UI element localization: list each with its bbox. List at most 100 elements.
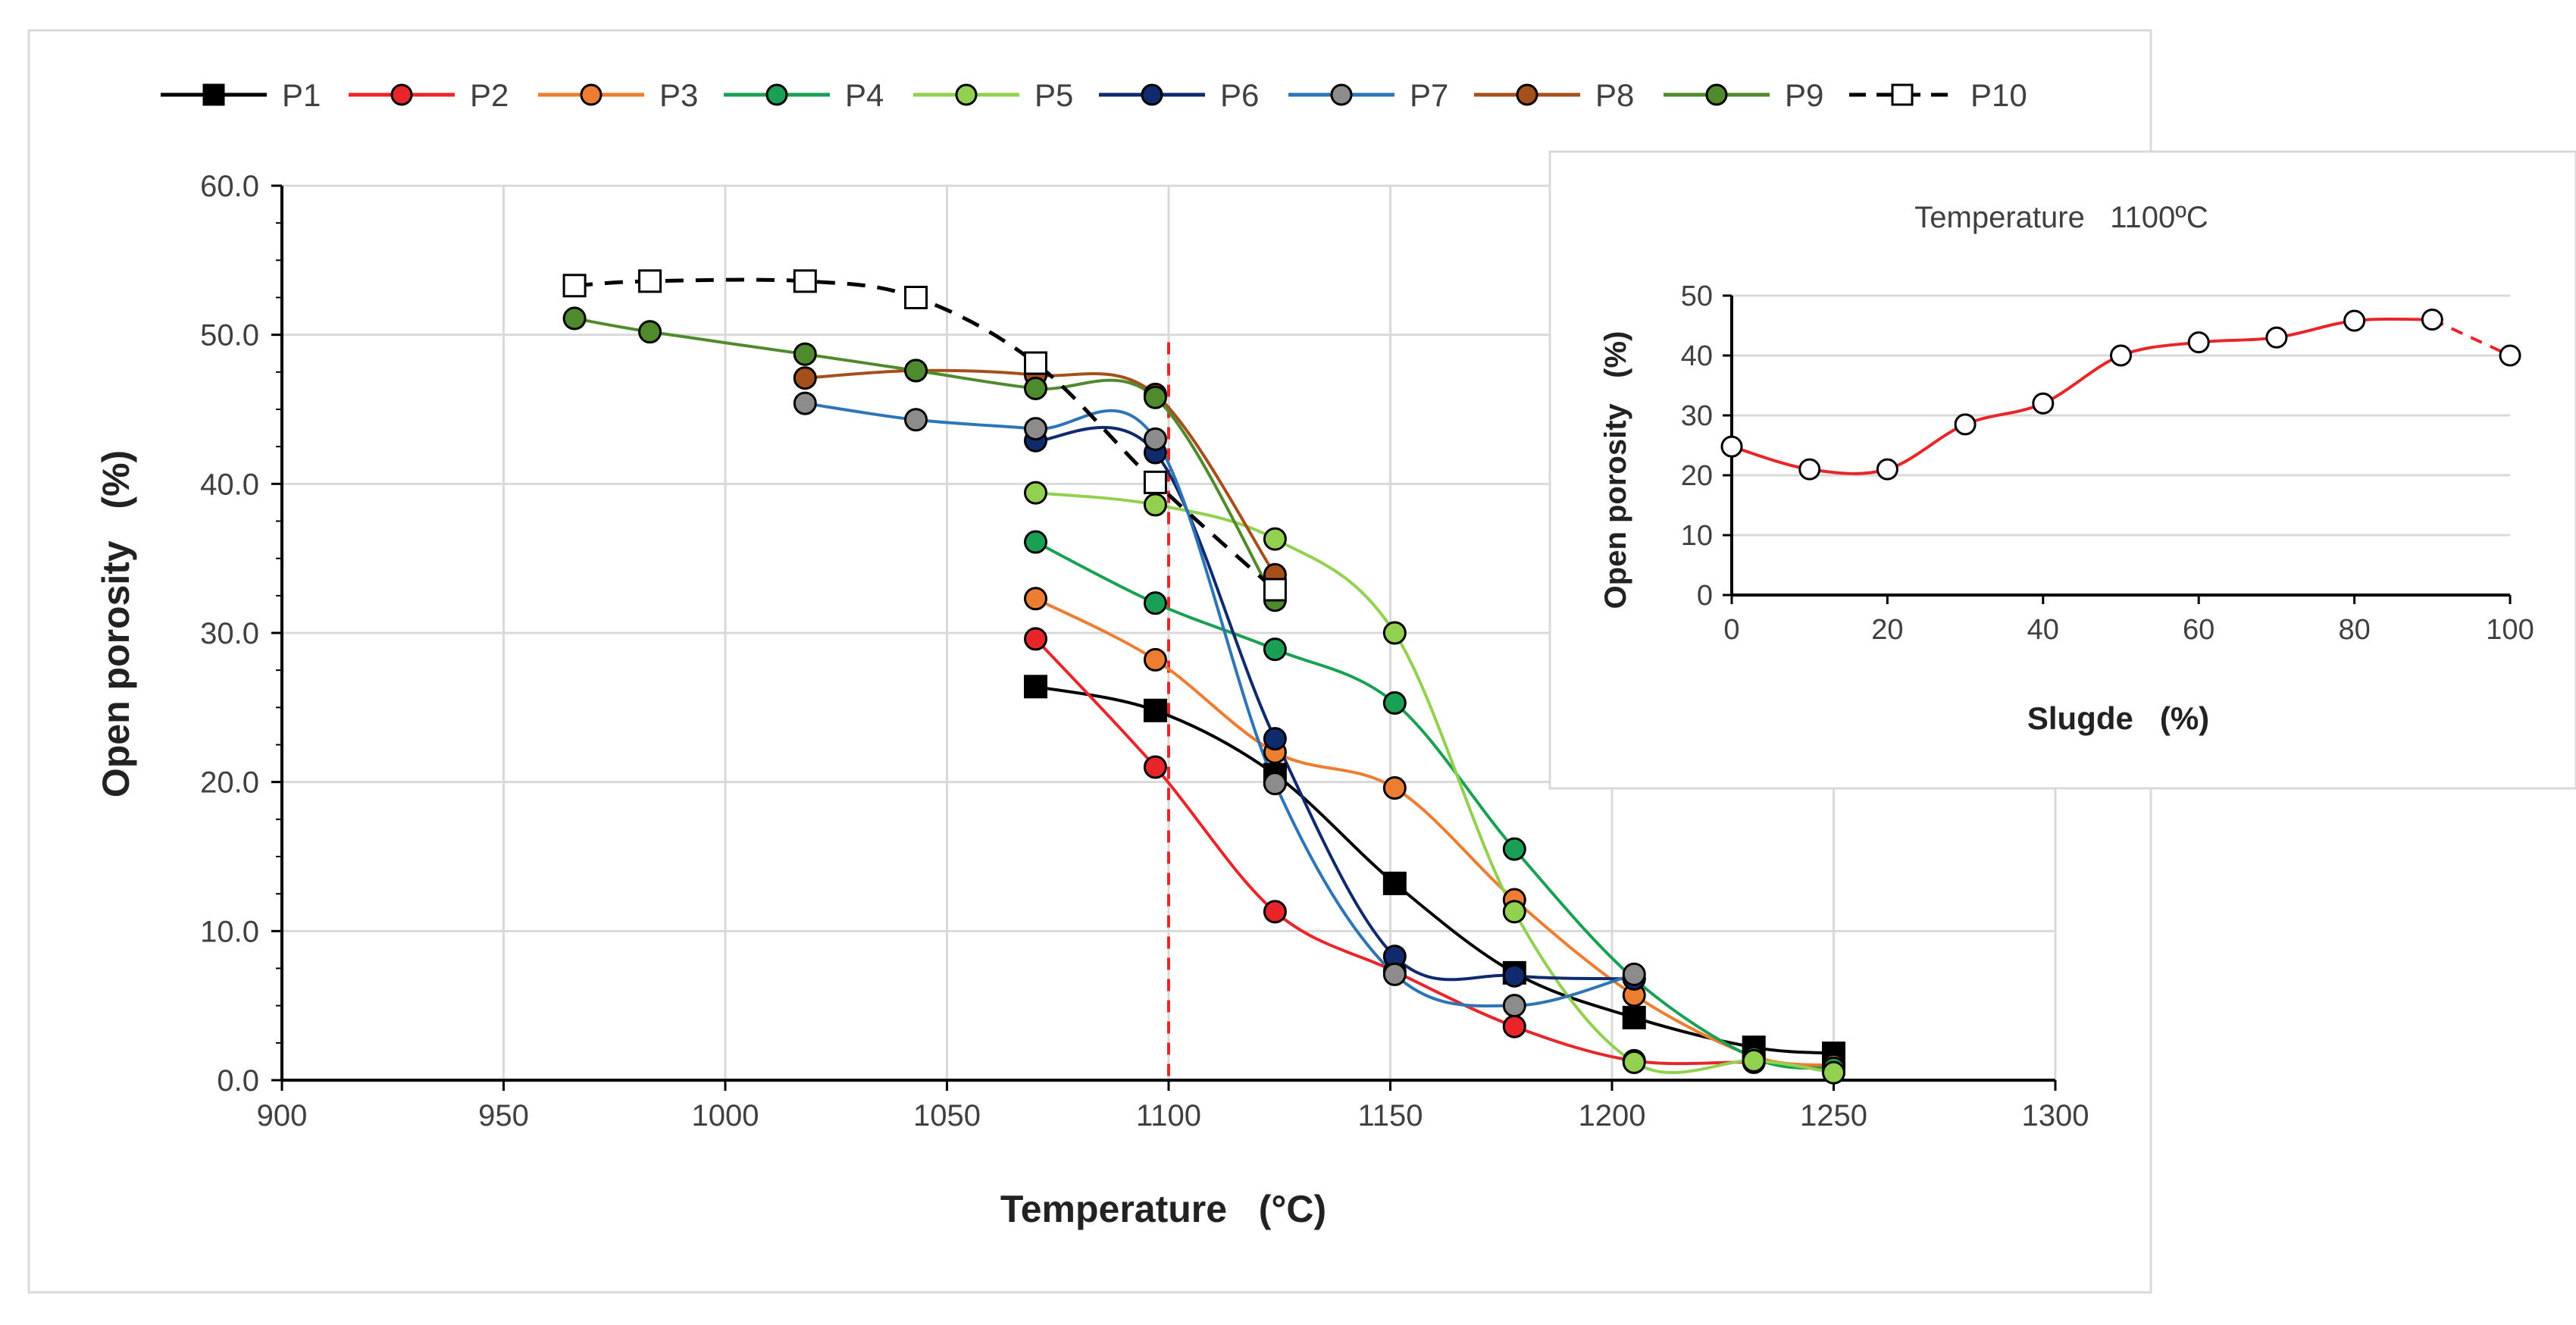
inset-y-tick-label: 40: [1681, 340, 1713, 372]
x-tick-label: 1000: [692, 1099, 759, 1132]
data-point-p10: [1263, 578, 1287, 602]
legend-marker-p1: [202, 83, 225, 106]
series-line-p5: [1035, 491, 1834, 1075]
data-point-p9: [1143, 385, 1167, 409]
data-point-p9: [904, 359, 928, 383]
y-tick-label: 0.0: [217, 1064, 259, 1098]
y-tick-label: 10.0: [200, 915, 259, 948]
legend-marker-p6: [1141, 83, 1163, 106]
data-point-p4: [1382, 691, 1407, 715]
inset-data-point: [1720, 435, 1743, 458]
y-tick-label: 40.0: [200, 468, 259, 501]
inset-data-point: [2032, 392, 2055, 415]
x-tick-label: 1100: [1136, 1099, 1201, 1132]
data-point-p7: [904, 408, 928, 432]
data-point-p7: [1622, 962, 1646, 986]
inset-data-point: [1876, 458, 1898, 481]
inset-y-tick-label: 10: [1681, 520, 1713, 552]
y-tick-label: 60.0: [200, 170, 259, 203]
inset-data-point: [2499, 344, 2521, 367]
inset-x-axis-title: Slugde (%): [2027, 700, 2209, 736]
legend-marker-p5: [955, 83, 978, 106]
data-point-p4: [1024, 530, 1047, 554]
y-tick-label: 20.0: [200, 766, 259, 800]
legend-label-p5: P5: [1034, 77, 1073, 113]
data-point-p3: [1024, 587, 1047, 611]
inset-data-point: [2110, 344, 2132, 367]
legend-marker-p2: [390, 83, 413, 106]
data-point-p5: [1024, 481, 1047, 505]
data-point-p4: [1263, 637, 1287, 662]
legend-label-p7: P7: [1410, 77, 1448, 113]
inset-data-point: [2187, 331, 2210, 354]
data-point-p6: [1502, 963, 1526, 988]
inset-x-tick-label: 0: [1723, 614, 1739, 646]
data-point-p3: [1143, 647, 1167, 672]
legend-marker-p7: [1330, 83, 1353, 106]
data-point-p7: [1263, 772, 1287, 796]
series-line-p3: [1034, 597, 1834, 1067]
legend-label-p10: P10: [1970, 77, 2027, 113]
inset-x-tick-label: 80: [2338, 614, 2370, 646]
legend-label-p9: P9: [1785, 77, 1823, 113]
legend-label-p1: P1: [282, 77, 321, 113]
inset-y-tick-label: 30: [1681, 400, 1713, 432]
y-tick-label: 50.0: [200, 319, 259, 352]
x-tick-label: 1050: [913, 1099, 981, 1132]
legend-marker-p9: [1705, 83, 1728, 106]
data-point-p1: [1382, 871, 1407, 895]
series-line-p9: [574, 317, 1277, 601]
data-point-p6: [1263, 727, 1287, 751]
data-point-p5: [1382, 621, 1407, 645]
inset-x-tick-label: 100: [2486, 614, 2534, 646]
data-point-p9: [638, 320, 662, 344]
x-tick-label: 1150: [1357, 1099, 1423, 1132]
legend-marker-p10: [1891, 83, 1914, 106]
x-tick-label: 1250: [1800, 1099, 1867, 1132]
data-point-p10: [1024, 351, 1047, 375]
series-line-p7: [805, 402, 1635, 1008]
data-point-p7: [1024, 417, 1047, 441]
data-point-p9: [562, 306, 587, 330]
data-point-p10: [793, 269, 817, 293]
inset-chart-frame: [1548, 150, 2576, 790]
x-tick-label: 1200: [1579, 1099, 1646, 1132]
x-axis-title: Temperature (°C): [1000, 1188, 1326, 1230]
data-point-p5: [1143, 493, 1167, 517]
data-point-p7: [1502, 994, 1526, 1018]
data-point-p1: [1024, 675, 1047, 699]
y-axis-title: Open porosity (%): [95, 450, 137, 797]
series-line-p4: [1034, 540, 1834, 1070]
inset-data-point: [2265, 326, 2288, 349]
x-tick-label: 1300: [2022, 1099, 2089, 1132]
inset-y-tick-label: 20: [1681, 460, 1713, 492]
y-tick-label: 30.0: [200, 617, 259, 650]
data-point-p2: [1024, 627, 1047, 651]
legend-label-p2: P2: [470, 77, 509, 113]
data-point-p2: [1263, 900, 1287, 924]
data-point-p7: [1143, 427, 1167, 451]
data-point-p5: [1502, 900, 1526, 924]
legend-label-p4: P4: [845, 77, 884, 113]
x-tick-label: 900: [257, 1099, 308, 1132]
inset-y-tick-label: 50: [1681, 280, 1713, 312]
data-point-p1: [1622, 1005, 1646, 1029]
data-point-p5: [1822, 1060, 1845, 1085]
data-point-p2: [1143, 755, 1167, 779]
inset-x-tick-label: 40: [2027, 614, 2059, 646]
data-point-p4: [1143, 591, 1167, 616]
legend: P1 P2 P3 P4 P5 P6 P7 P8 P9 P10: [161, 77, 2027, 113]
data-point-p8: [793, 366, 817, 390]
inset-y-tick-label: 0: [1697, 580, 1713, 612]
data-point-p4: [1502, 837, 1526, 861]
data-point-p10: [562, 274, 587, 298]
inset-y-axis-title: Open porosity (%): [1599, 331, 1632, 609]
inset-x-tick-label: 20: [1871, 614, 1903, 646]
data-point-p5: [1742, 1048, 1766, 1073]
inset-chart-title: Temperature 1100ºC: [1914, 201, 2208, 234]
inset-data-point: [1798, 458, 1821, 481]
inset-x-tick-label: 60: [2183, 614, 2214, 646]
legend-marker-p4: [765, 83, 788, 106]
data-point-p5: [1622, 1050, 1646, 1074]
